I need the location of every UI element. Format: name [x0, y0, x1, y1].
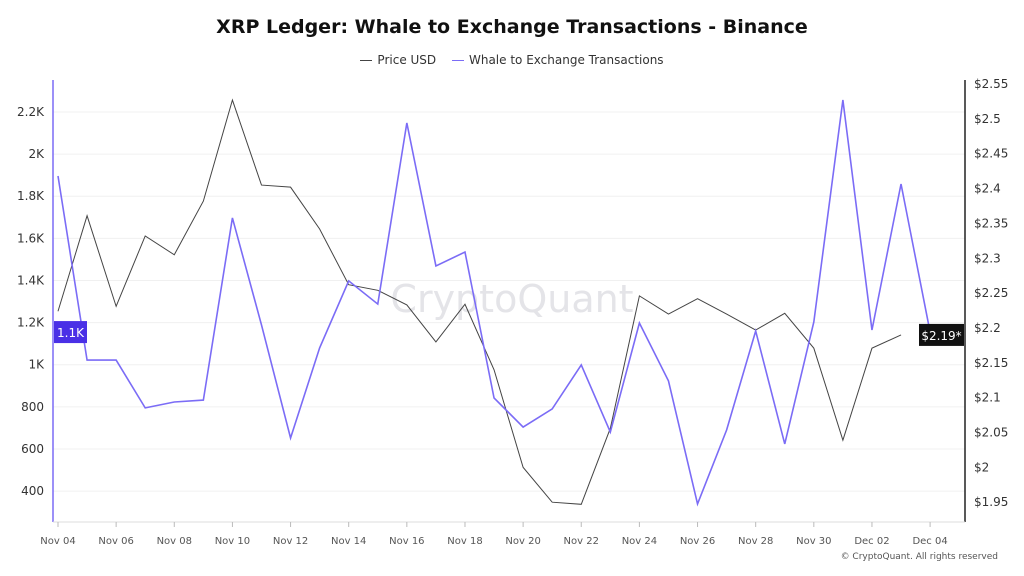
- x-tick-label: Nov 28: [738, 536, 773, 547]
- x-tick-label: Nov 12: [273, 536, 308, 547]
- left-tick-label: 2K: [28, 147, 45, 161]
- x-tick-label: Nov 26: [680, 536, 715, 547]
- chart-title: XRP Ledger: Whale to Exchange Transactio…: [216, 16, 808, 38]
- x-tick-label: Nov 16: [389, 536, 424, 547]
- right-tick-label: $2.45: [974, 147, 1008, 161]
- left-tick-label: 800: [21, 400, 44, 414]
- legend-swatch-whale: [451, 59, 464, 61]
- x-tick-label: Nov 14: [331, 536, 366, 547]
- x-tick-label: Nov 30: [796, 536, 831, 547]
- left-tick-label: 400: [21, 484, 44, 498]
- right-tick-label: $2.5: [974, 112, 1001, 126]
- right-tick-label: $2.25: [974, 286, 1008, 300]
- x-tick-label: Nov 24: [622, 536, 657, 547]
- x-tick-label: Nov 18: [447, 536, 482, 547]
- right-tick-label: $2.4: [974, 182, 1001, 196]
- current-left-badge: [54, 321, 87, 344]
- x-tick-label: Nov 04: [40, 536, 75, 547]
- x-tick-label: Dec 04: [912, 536, 947, 547]
- right-tick-label: $2.35: [974, 216, 1008, 230]
- legend-swatch-price: [360, 59, 373, 61]
- right-tick-label: $2.3: [974, 251, 1001, 265]
- left-tick-label: 1.2K: [17, 316, 45, 330]
- legend-label-price: Price USD: [377, 53, 437, 68]
- left-tick-label: 2.2K: [17, 105, 45, 119]
- right-tick-label: $2.55: [974, 77, 1008, 91]
- legend: Price USD Whale to Exchange Transactions: [0, 50, 1024, 67]
- left-tick-label: 600: [21, 442, 44, 456]
- right-tick-label: $2: [974, 460, 989, 474]
- legend-label-whale: Whale to Exchange Transactions: [468, 53, 664, 68]
- left-tick-label: 1.6K: [17, 231, 45, 245]
- series-line-price: [57, 98, 902, 505]
- right-tick-label: $2.1: [974, 391, 1001, 405]
- left-tick-label: 1.8K: [17, 189, 45, 203]
- x-tick-label: Nov 06: [98, 536, 133, 547]
- current-right-label: $2.19*: [921, 329, 961, 343]
- left-tick-label: 1.4K: [17, 273, 45, 287]
- x-tick-label: Dec 02: [854, 536, 889, 547]
- right-tick-label: $2.05: [974, 426, 1008, 440]
- right-tick-label: $2.15: [974, 356, 1008, 370]
- x-tick-label: Nov 10: [215, 536, 250, 547]
- credit: © CryptoQuant. All rights reserved: [840, 552, 998, 562]
- x-tick-label: Nov 08: [157, 536, 192, 547]
- right-tick-label: $2.2: [974, 321, 1001, 335]
- left-tick-label: 1K: [28, 358, 45, 372]
- current-left-label: 1.1K: [57, 326, 85, 340]
- watermark: CryptoQuant: [390, 277, 633, 321]
- legend-item-price[interactable]: Price USD: [360, 53, 436, 67]
- current-right-badge: [919, 323, 964, 346]
- right-tick-label: $1.95: [974, 495, 1008, 509]
- legend-item-whale[interactable]: Whale to Exchange Transactions: [451, 53, 664, 68]
- x-tick-label: Nov 22: [564, 536, 599, 547]
- x-tick-label: Nov 20: [505, 536, 540, 547]
